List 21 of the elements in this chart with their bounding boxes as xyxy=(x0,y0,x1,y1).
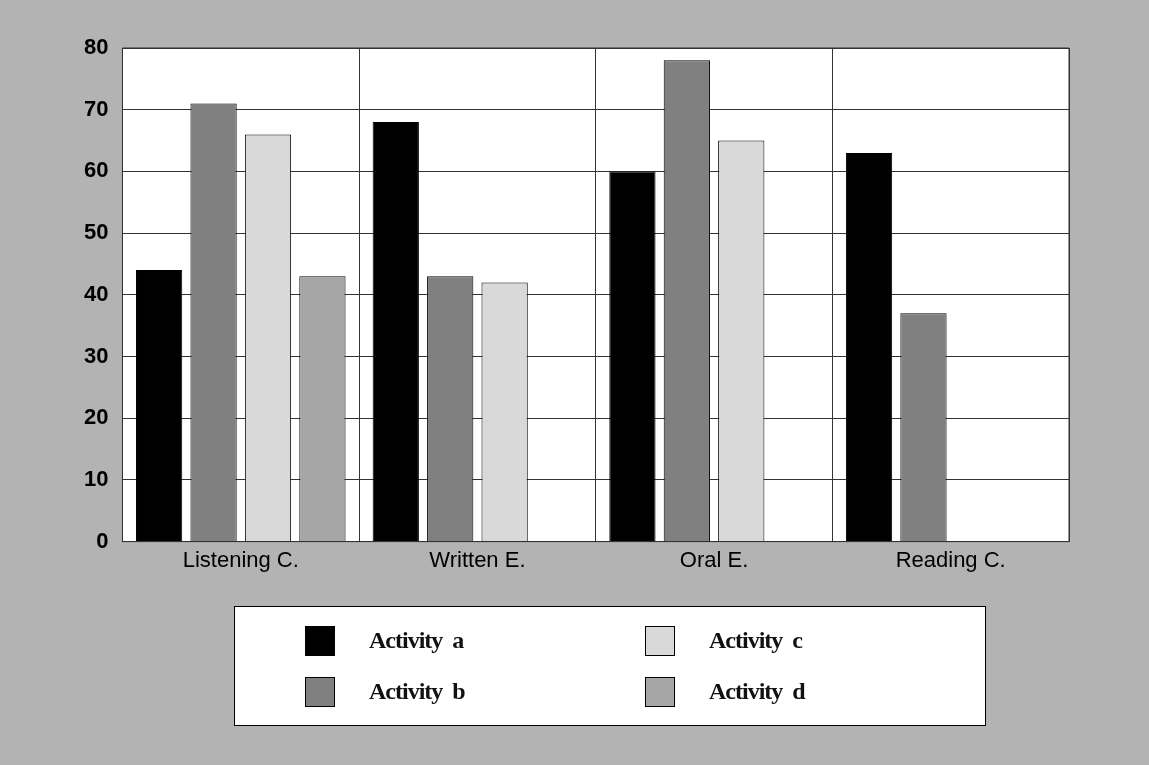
y-tick-label: 60 xyxy=(83,157,109,183)
y-tick-label: 30 xyxy=(83,342,109,368)
x-tick-label: Written E. xyxy=(429,546,526,572)
legend-label: Activity b xyxy=(369,678,465,705)
legend-label: Activity a xyxy=(369,627,464,654)
y-tick-label: 10 xyxy=(83,465,109,491)
y-tick-label: 0 xyxy=(96,527,109,553)
y-tick-label: 40 xyxy=(83,280,109,306)
x-tick-label: Oral E. xyxy=(679,546,749,572)
legend-label: Activity c xyxy=(709,627,802,654)
y-tick-label: 50 xyxy=(83,219,109,245)
x-tick-label: Listening C. xyxy=(182,546,299,572)
bar xyxy=(136,270,183,542)
legend-label: Activity d xyxy=(709,678,805,705)
bar xyxy=(609,171,656,542)
y-tick-label: 70 xyxy=(83,95,109,121)
y-tick-label: 80 xyxy=(83,34,109,60)
x-tick-label: Reading C. xyxy=(895,546,1006,572)
bar xyxy=(845,152,893,542)
bar xyxy=(372,122,419,542)
y-tick-label: 20 xyxy=(83,404,109,430)
